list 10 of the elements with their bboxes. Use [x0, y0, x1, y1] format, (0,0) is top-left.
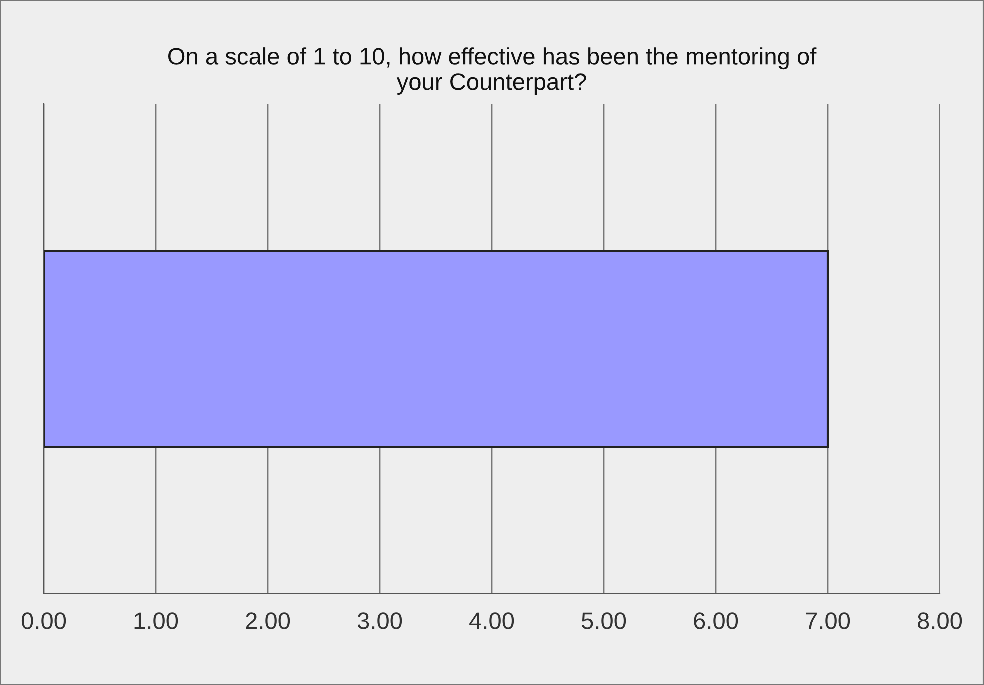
x-tick-label: 7.00 [806, 612, 850, 630]
x-tick-label: 2.00 [246, 612, 290, 630]
x-tick-label: 1.00 [134, 612, 178, 630]
x-tick-label: 3.00 [358, 612, 402, 630]
x-tick-label: 0.00 [22, 612, 66, 630]
x-tick-label: 4.00 [470, 612, 514, 630]
x-tick-label: 6.00 [694, 612, 738, 630]
x-tick-label: 5.00 [582, 612, 626, 630]
x-tick-label: 8.00 [918, 612, 962, 630]
chart-title: On a scale of 1 to 10, how effective has been the mentoring of your Counterpart? [168, 48, 817, 96]
